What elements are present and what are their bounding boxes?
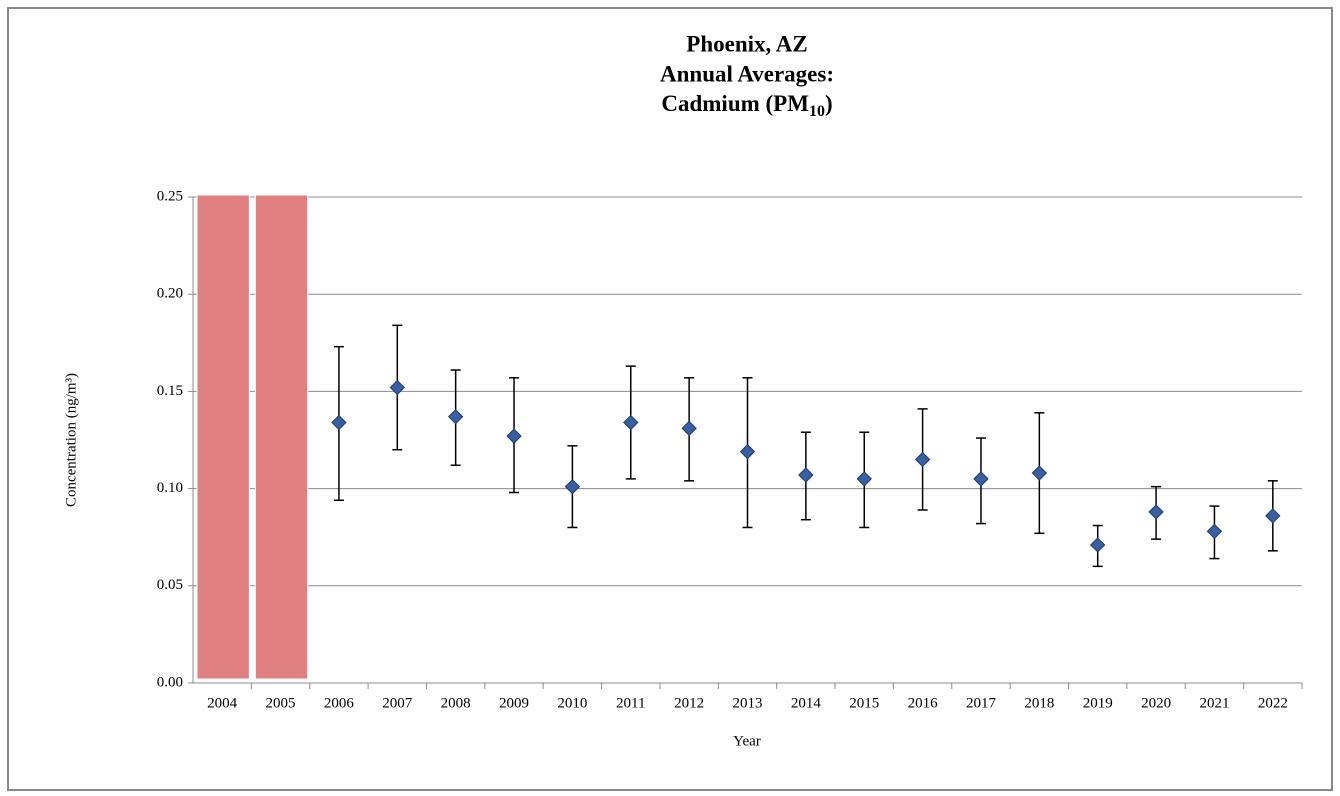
data-point <box>1090 537 1106 553</box>
data-point <box>739 443 756 460</box>
data-point <box>1031 465 1048 481</box>
x-tick-label: 2011 <box>616 695 645 711</box>
x-tick-label: 2004 <box>207 695 238 711</box>
data-point <box>506 428 522 444</box>
x-tick-label: 2012 <box>674 695 704 711</box>
y-tick-label: 0.20 <box>157 286 183 302</box>
title-text: ) <box>825 91 833 116</box>
x-tick-label: 2021 <box>1199 695 1229 711</box>
x-tick-label: 2007 <box>382 695 413 711</box>
x-tick-label: 2006 <box>324 695 355 711</box>
data-point <box>1265 508 1281 524</box>
x-tick-label: 2017 <box>966 695 997 711</box>
x-axis-label: Year <box>733 733 761 749</box>
data-point <box>973 471 989 487</box>
x-tick-label: 2019 <box>1083 695 1113 711</box>
data-point <box>856 471 872 487</box>
data-point <box>564 478 581 495</box>
y-tick-label: 0.15 <box>157 383 183 399</box>
x-tick-label: 2014 <box>791 695 822 711</box>
data-point <box>331 414 347 431</box>
y-tick-label: 0.05 <box>157 577 183 593</box>
data-point <box>798 467 814 483</box>
y-tick-label: 0.10 <box>157 480 183 496</box>
chart-title: Phoenix, AZ <box>686 31 807 56</box>
x-tick-label: 2010 <box>557 695 587 711</box>
y-tick-label: 0.25 <box>157 188 183 204</box>
data-point <box>1206 523 1223 540</box>
shaded-region <box>196 194 250 680</box>
data-point <box>389 379 405 396</box>
x-tick-label: 2013 <box>733 695 763 711</box>
chart-title: Annual Averages: <box>660 61 834 86</box>
x-tick-label: 2015 <box>849 695 879 711</box>
x-tick-label: 2022 <box>1258 695 1288 711</box>
chart-title: Cadmium (PM10) <box>661 91 832 119</box>
x-tick-label: 2016 <box>908 695 939 711</box>
x-tick-label: 2020 <box>1141 695 1171 711</box>
data-point <box>1148 504 1164 520</box>
x-tick-label: 2009 <box>499 695 529 711</box>
data-point <box>914 451 931 468</box>
y-axis-label: Concentration (ng/m³) <box>63 373 79 507</box>
x-tick-label: 2005 <box>266 695 296 711</box>
y-tick-label: 0.00 <box>157 674 183 690</box>
data-point <box>447 408 464 425</box>
data-point <box>623 414 639 431</box>
data-point <box>681 420 697 437</box>
x-tick-label: 2008 <box>441 695 471 711</box>
title-text: Cadmium (PM <box>661 91 809 116</box>
x-tick-label: 2018 <box>1024 695 1054 711</box>
title-subscript: 10 <box>809 103 825 120</box>
shaded-region <box>254 194 309 680</box>
